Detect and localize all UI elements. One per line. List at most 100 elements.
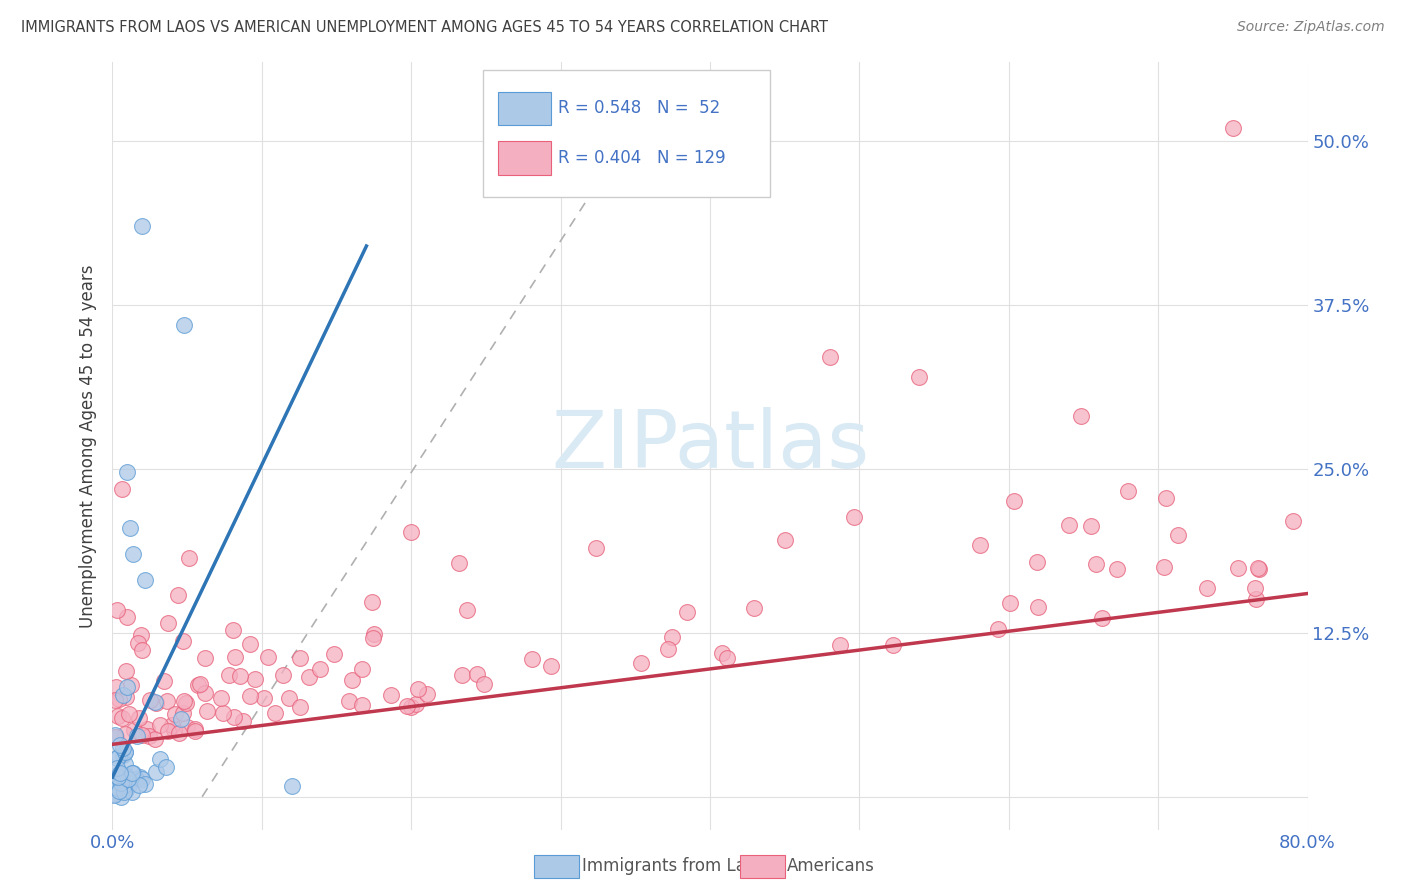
Point [111,710,134,724]
Point [120,678,142,692]
Point [1167,528,1189,542]
Point [105,769,128,783]
Point [1281,515,1303,529]
Point [522,652,544,666]
Point [263,706,285,720]
Point [243,673,266,687]
Point [149,718,172,732]
Point [156,694,179,708]
Point [155,760,177,774]
Point [1222,121,1244,136]
Point [1244,591,1267,606]
Point [395,699,418,714]
Point [405,698,427,712]
Point [1227,561,1250,575]
Point [105,680,128,694]
Point [131,728,153,742]
Point [449,557,471,571]
Point [969,537,991,551]
Point [115,680,138,694]
Point [194,651,217,665]
Point [363,626,385,640]
Point [172,633,194,648]
Point [105,780,128,795]
Point [229,669,252,683]
Point [118,706,141,721]
Point [117,772,139,787]
Point [145,695,167,709]
Point [1195,582,1218,596]
Point [166,588,188,602]
Point [257,649,280,664]
Y-axis label: Unemployment Among Ages 45 to 54 years: Unemployment Among Ages 45 to 54 years [79,264,97,628]
Point [128,770,150,784]
Point [195,705,218,719]
Point [121,785,143,799]
Point [1247,561,1270,575]
Point [742,600,765,615]
Point [160,718,183,732]
Point [187,678,209,692]
Point [115,609,138,624]
Point [103,772,125,786]
Point [115,665,138,679]
Point [716,651,738,665]
Point [661,630,683,644]
Point [773,533,796,548]
Point [104,728,127,742]
Text: R = 0.404   N = 129: R = 0.404 N = 129 [558,149,725,168]
Point [232,714,254,729]
Point [224,650,246,665]
Point [108,766,131,780]
Point [271,668,294,682]
Point [298,670,321,684]
Point [399,699,422,714]
Point [908,370,931,384]
Point [134,574,156,588]
Point [194,686,217,700]
Point [114,769,136,783]
Point [1091,611,1114,625]
Point [657,642,679,657]
Point [103,787,125,801]
Point [253,691,276,706]
Point [416,687,439,701]
Point [456,603,478,617]
Point [1084,557,1107,571]
Point [163,706,186,721]
Text: ZIPatlas: ZIPatlas [551,407,869,485]
Text: IMMIGRANTS FROM LAOS VS AMERICAN UNEMPLOYMENT AMONG AGES 45 TO 54 YEARS CORRELAT: IMMIGRANTS FROM LAOS VS AMERICAN UNEMPLO… [21,20,828,35]
Point [149,752,172,766]
Point [131,219,153,234]
Point [157,615,180,630]
Point [337,694,360,708]
Point [218,668,240,682]
Point [630,657,652,671]
Point [1107,562,1129,576]
Text: Immigrants from Laos: Immigrants from Laos [582,857,765,875]
Point [239,689,262,703]
Point [1247,562,1270,576]
Point [135,722,157,736]
FancyBboxPatch shape [499,92,551,126]
Point [110,738,132,752]
Point [127,730,149,744]
Point [882,638,904,652]
Text: Source: ZipAtlas.com: Source: ZipAtlas.com [1237,20,1385,34]
Point [107,749,129,764]
Point [170,712,193,726]
Point [288,651,311,665]
Point [112,785,135,799]
Point [818,351,841,365]
Point [104,693,127,707]
Point [114,746,136,760]
Point [176,720,198,734]
Point [184,724,207,739]
Point [277,691,299,706]
Point [585,541,607,555]
Point [239,637,262,651]
Point [360,595,382,609]
Point [104,731,127,745]
Point [1004,493,1026,508]
Point [156,724,179,739]
